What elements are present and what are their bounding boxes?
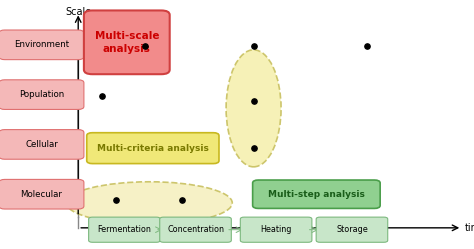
FancyBboxPatch shape bbox=[253, 180, 380, 208]
Text: Concentration: Concentration bbox=[167, 225, 224, 234]
FancyBboxPatch shape bbox=[0, 179, 84, 209]
Text: Fermentation: Fermentation bbox=[98, 225, 151, 234]
Text: Scale: Scale bbox=[65, 7, 91, 17]
FancyBboxPatch shape bbox=[0, 80, 84, 110]
FancyBboxPatch shape bbox=[87, 133, 219, 164]
Text: Environment: Environment bbox=[14, 40, 69, 49]
Text: Multi-criteria analysis: Multi-criteria analysis bbox=[97, 144, 209, 153]
Text: Cellular: Cellular bbox=[25, 140, 58, 149]
Text: Population: Population bbox=[19, 90, 64, 99]
FancyBboxPatch shape bbox=[240, 217, 312, 242]
Text: Storage: Storage bbox=[336, 225, 368, 234]
FancyBboxPatch shape bbox=[316, 217, 388, 242]
FancyBboxPatch shape bbox=[0, 129, 84, 159]
FancyBboxPatch shape bbox=[89, 217, 160, 242]
Text: time: time bbox=[465, 223, 474, 233]
FancyBboxPatch shape bbox=[84, 10, 170, 74]
FancyBboxPatch shape bbox=[0, 30, 84, 60]
Ellipse shape bbox=[226, 50, 281, 167]
Ellipse shape bbox=[66, 182, 232, 224]
Text: Molecular: Molecular bbox=[20, 190, 63, 199]
Text: Heating: Heating bbox=[260, 225, 292, 234]
Text: Multi-step analysis: Multi-step analysis bbox=[268, 190, 365, 199]
FancyBboxPatch shape bbox=[160, 217, 231, 242]
Text: Multi-scale
analysis: Multi-scale analysis bbox=[94, 31, 159, 54]
